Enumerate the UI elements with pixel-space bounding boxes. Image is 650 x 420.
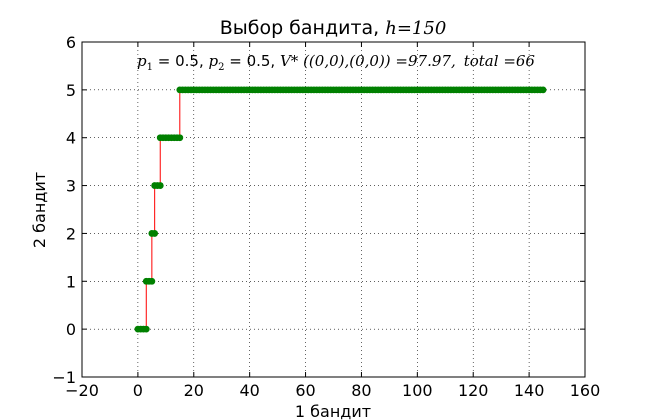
data-point <box>156 182 164 189</box>
y-tick-label: 4 <box>66 129 76 148</box>
tick-labels: −20 0 20 40 60 80 100 120 140 160 −1 0 1 2 3 4 5 6 <box>52 33 600 400</box>
chart-title-math: h=150 <box>385 18 446 39</box>
data-point <box>148 277 156 285</box>
anno-p1-label: p <box>137 52 147 70</box>
anno-v-expr: V* ((0,0),(0,0)) =97.97, <box>280 52 456 70</box>
x-tick-label: 0 <box>133 381 143 400</box>
x-tick-label: 80 <box>351 381 371 400</box>
data-series <box>134 86 547 333</box>
y-tick-label: −1 <box>52 368 76 387</box>
x-tick-label: −20 <box>65 381 99 400</box>
annotation: p1 = 0.5, p2 = 0.5, V* ((0,0),(0,0)) =97… <box>137 52 535 73</box>
anno-p1-sub: 1 <box>147 62 153 73</box>
data-point <box>539 86 547 94</box>
x-tick-label: 20 <box>184 381 204 400</box>
y-tick-label: 2 <box>66 224 76 243</box>
y-tick-label: 1 <box>66 272 76 291</box>
data-point <box>176 134 184 142</box>
data-point <box>142 325 150 333</box>
chart-title: Выбор бандита, h=150 <box>220 17 447 39</box>
x-tick-label: 60 <box>295 381 315 400</box>
y-tick-label: 5 <box>66 81 76 100</box>
plot-frame <box>81 41 586 378</box>
x-tick-label: 160 <box>570 381 601 400</box>
x-tick-label: 120 <box>458 381 489 400</box>
x-tick-label: 100 <box>402 381 433 400</box>
chart-title-prefix: Выбор бандита, <box>220 17 386 39</box>
anno-p2-label: p <box>208 52 218 70</box>
anno-p2-sub: 2 <box>218 62 224 73</box>
anno-p1-value: = 0.5, <box>153 52 209 70</box>
y-tick-label: 3 <box>66 177 76 196</box>
y-tick-label: 6 <box>66 33 76 52</box>
anno-p2-value: = 0.5, <box>224 52 280 70</box>
y-tick-label: 0 <box>66 320 76 339</box>
axis-ticks <box>81 41 586 378</box>
x-tick-label: 40 <box>239 381 259 400</box>
x-axis-label: 1 бандит <box>295 402 371 420</box>
anno-total-expr: total =66 <box>464 52 536 70</box>
y-axis-label: 2 бандит <box>30 172 49 248</box>
series-line <box>137 89 544 330</box>
data-point <box>151 230 159 237</box>
x-tick-label: 140 <box>514 381 545 400</box>
